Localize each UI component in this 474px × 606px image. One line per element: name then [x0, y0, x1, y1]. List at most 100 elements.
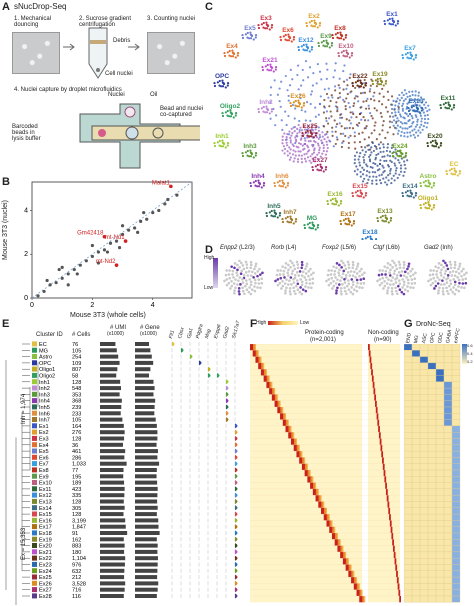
- tsne-cell-point: [307, 140, 310, 143]
- heatmap-cell: [302, 457, 306, 464]
- tsne-cell-point: [368, 158, 372, 161]
- cluster-label: Inh6: [275, 173, 289, 180]
- tsne-cluster-point: [252, 181, 255, 184]
- feature-cell-point: [358, 269, 362, 273]
- similarity-cell: [427, 507, 437, 515]
- tsne-cluster-point: [279, 35, 282, 39]
- feature-cell-point: [449, 263, 453, 266]
- cluster-cell-count: 77: [72, 468, 78, 474]
- tsne-cell-point: [290, 127, 293, 130]
- tsne-cluster-point: [346, 223, 349, 226]
- feature-plot-canvas: [376, 259, 417, 296]
- tsne-cluster-point: [412, 58, 415, 61]
- tsne-cluster-point: [228, 115, 231, 118]
- tsne-cell-point: [306, 125, 310, 128]
- scatter-point: [90, 243, 94, 248]
- cluster-label: Ex21: [262, 57, 278, 64]
- tsne-cell-point: [404, 167, 407, 170]
- tsne-cell-point: [381, 87, 384, 91]
- tsne-cluster-point: [409, 57, 413, 60]
- tsne-cell-point: [325, 140, 328, 143]
- feature-cell-point: [412, 286, 415, 290]
- tsne-cell-point: [378, 162, 382, 166]
- similarity-cell: [404, 425, 413, 433]
- tsne-cell-point: [368, 155, 371, 158]
- cluster-cell-count: 254: [72, 355, 81, 361]
- tsne-cell-point: [370, 114, 373, 118]
- tsne-cell-point: [281, 149, 284, 152]
- similarity-cell: [451, 595, 461, 603]
- tsne-cluster-point: [330, 41, 334, 45]
- umi-bar: [100, 411, 121, 416]
- gene-bar: [135, 524, 159, 529]
- tsne-cluster-point: [331, 197, 334, 201]
- cluster-cell-count: 548: [72, 386, 81, 392]
- tsne-cell-point: [402, 174, 405, 177]
- tsne-cell-point: [357, 100, 360, 103]
- feature-cell-point: [249, 274, 253, 277]
- feature-cell-point: [402, 280, 406, 284]
- tsne-cluster-point: [415, 106, 418, 109]
- feature-cell-point: [305, 262, 309, 266]
- tsne-cluster-point: [269, 63, 272, 66]
- tsne-cluster-point: [288, 221, 291, 224]
- tsne-cell-point: [364, 150, 367, 153]
- tsne-cell-point: [340, 145, 344, 149]
- tsne-cell-point: [416, 98, 419, 102]
- feature-cell-point: [359, 278, 363, 281]
- feature-cell-point: [245, 282, 249, 286]
- feature-cell-point: [334, 276, 337, 279]
- cluster-label: Inh7: [283, 209, 297, 216]
- tsne-cell-point: [353, 97, 356, 100]
- protein-coding-n: (n=2,001): [310, 337, 336, 343]
- panel-g-title: DroNc-Seq: [416, 321, 451, 328]
- tsne-cluster-point: [257, 185, 261, 188]
- tsne-cell-point: [342, 132, 345, 135]
- similarity-cell: [404, 532, 413, 540]
- cluster-color-swatch: [32, 448, 37, 454]
- feature-cell-point: [343, 289, 347, 293]
- tsne-cell-point: [375, 85, 379, 88]
- similarity-cell: [411, 532, 421, 540]
- tsne-cluster-point: [408, 57, 411, 60]
- similarity-cell: [411, 476, 421, 483]
- tsne-cell-point: [353, 135, 356, 138]
- heatmap-diagonal-cell: [266, 381, 272, 389]
- feature-cell-point: [445, 286, 448, 290]
- feature-cell-point: [237, 290, 241, 293]
- tsne-cell-point: [403, 170, 406, 174]
- tsne-cell-point: [370, 151, 373, 154]
- similarity-cell: [404, 400, 413, 408]
- cluster-cell-count: 239: [72, 405, 81, 411]
- scatter-point: [48, 283, 52, 287]
- similarity-cell: [443, 344, 453, 351]
- similarity-cell: [404, 558, 413, 565]
- feature-cell-point: [300, 292, 304, 296]
- tsne-cluster-point: [286, 181, 290, 185]
- tsne-cell-point: [322, 111, 326, 114]
- tsne-cell-point: [361, 149, 364, 152]
- tsne-cluster-point: [324, 165, 328, 169]
- tsne-cluster-point: [356, 189, 359, 193]
- heatmap-diagonal-cell: [397, 583, 400, 590]
- step-4-label: 4. Nuclei capture by droplet microfluidi…: [14, 87, 122, 93]
- cluster-id: Ex9: [39, 474, 49, 480]
- similarity-cell: [443, 444, 453, 452]
- tsne-cell-point: [394, 104, 397, 107]
- feature-cell-point: [333, 269, 337, 273]
- cluster-id: Ex18: [39, 531, 52, 537]
- tsne-cluster-point: [379, 77, 382, 80]
- tsne-cluster-point: [456, 174, 459, 177]
- heatmap-cell: [285, 419, 289, 426]
- feature-cell-point: [392, 283, 395, 286]
- feature-cell-point: [413, 277, 417, 281]
- similarity-cell: [411, 450, 421, 458]
- similarity-cell: [419, 419, 429, 427]
- feature-cell-point: [327, 283, 331, 287]
- tsne-cell-point: [349, 122, 352, 125]
- feature-cell-point: [378, 283, 382, 287]
- cluster-color-swatch: [32, 429, 37, 435]
- similarity-cell: [404, 576, 413, 584]
- tsne-cluster-point: [453, 173, 457, 176]
- tsne-cell-point: [342, 140, 345, 143]
